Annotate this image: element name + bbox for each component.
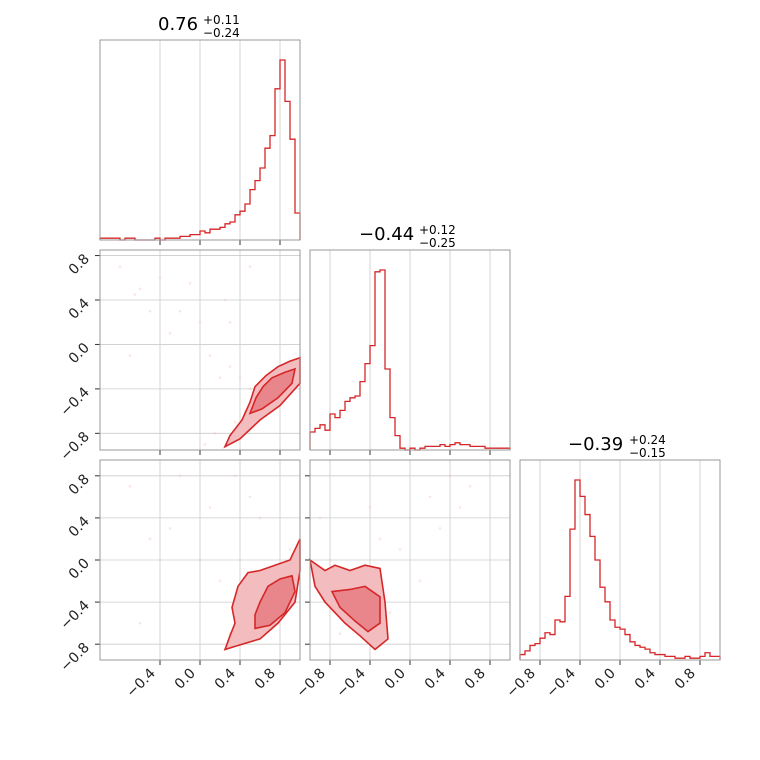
hist-p3-frame: [519, 459, 721, 661]
joint-p2-p3-xtick-label: 0.4: [422, 665, 449, 692]
joint-p1-p2-scatter-point: [188, 281, 192, 285]
joint-p2-p3-xtick-label: 0.8: [462, 666, 489, 693]
histogram-p2-panel: [309, 249, 511, 455]
hist-p3-xtick-label: 0.4: [632, 665, 659, 692]
joint-p2-p3-scatter-point: [408, 516, 412, 520]
joint-p1-p3-scatter-point: [128, 484, 132, 488]
title-p1: 0.76: [158, 14, 198, 35]
joint-p2-p3-scatter-point: [388, 611, 392, 615]
joint-p2-p3-scatter-point: [468, 484, 472, 488]
joint-p1-p2-scatter-point: [228, 365, 232, 369]
joint-p2-p3-xtick-label: −0.4: [333, 665, 368, 700]
joint-p1-p2-scatter-point: [178, 309, 182, 313]
joint-p2-p3-panel: −0.8 −0.4 0.0 0.4 0.8: [293, 459, 511, 701]
joint-p1-p3-scatter-point: [248, 495, 252, 499]
joint-p1-p2-scatter-point: [138, 287, 142, 291]
joint-p1-p2-scatter-point: [198, 320, 202, 324]
joint-p1-p3-scatter-point: [178, 474, 182, 478]
joint-p1-p2-contour-inner: [248, 367, 297, 415]
joint-p1-p3-scatter-point: [218, 579, 222, 583]
joint-p2-p3-scatter-point: [398, 548, 402, 551]
joint-p1-p3-scatter-point: [208, 505, 212, 509]
joint-p2-p3-contour-inner: [330, 585, 381, 633]
joint-p1-p3-scatter-point: [148, 537, 152, 541]
joint-p1-p2-scatter-point: [233, 420, 237, 424]
joint-p1-p3-contour-outer: [223, 538, 301, 651]
joint-p1-p2-ytick-label: −0.4: [57, 384, 92, 419]
joint-p1-p2-scatter-point: [168, 331, 172, 335]
joint-p2-p3-scatter-point: [438, 527, 442, 530]
joint-p1-p3-ytick-label: 0.4: [66, 513, 93, 540]
joint-p1-p3-scatter-point: [198, 558, 202, 562]
title-p1-minus: −0.24: [203, 26, 240, 40]
joint-p1-p2-panel: −0.8 −0.4 0.0 0.4 0.8: [57, 249, 301, 464]
joint-p1-p3-xtick-label: 0.0: [172, 666, 199, 693]
joint-p2-p3-scatter-point: [368, 505, 372, 509]
hist-p3-xtick-label: −0.4: [543, 665, 578, 700]
histogram-p1-panel: [99, 39, 301, 245]
joint-p1-p3-xtick-label: −0.4: [123, 665, 158, 700]
joint-p1-p2-scatter-point: [223, 298, 227, 302]
joint-p1-p2-scatter-point: [133, 293, 137, 296]
joint-p2-p3-scatter-point: [378, 537, 382, 541]
joint-p1-p3-scatter-point: [168, 527, 172, 530]
title-p2-plus: +0.12: [419, 223, 456, 237]
joint-p1-p3-contour-inner: [254, 574, 296, 630]
joint-p1-p2-ytick-label: −0.8: [57, 429, 92, 464]
joint-p1-p2-scatter-point: [238, 376, 242, 380]
joint-p1-p3-ytick-label: −0.4: [57, 598, 92, 633]
hist-p2-histogram-line: [309, 269, 511, 451]
title-p2: −0.44: [359, 224, 414, 245]
joint-p1-p2-scatter-point: [118, 265, 122, 269]
joint-p1-p2-scatter-point: [208, 354, 212, 357]
joint-p1-p2-scatter-point: [148, 309, 152, 313]
hist-p3-xtick-label: −0.8: [503, 666, 538, 701]
title-p3: −0.39: [568, 434, 623, 455]
joint-p1-p3-scatter-point: [138, 621, 142, 625]
joint-p2-p3-scatter-point: [318, 516, 322, 520]
hist-p3-xtick-label: 0.8: [672, 666, 699, 693]
joint-p1-p2-scatter-point: [218, 376, 222, 380]
joint-p2-p3-scatter-point: [448, 474, 452, 478]
joint-p1-p2-ytick-label: 0.4: [66, 295, 93, 322]
joint-p1-p3-ytick-label: 0.8: [66, 471, 93, 498]
title-p1-plus: +0.11: [203, 13, 240, 27]
joint-p1-p2-scatter-point: [248, 387, 252, 391]
joint-p1-p2-frame: [99, 249, 301, 451]
joint-p1-p3-panel: −0.4 0.0 0.4 0.8 −0.8 −0.4 0.0 0.4 0.8: [57, 459, 301, 701]
joint-p1-p2-ytick-label: 0.8: [66, 251, 93, 278]
title-p3-plus: +0.24: [629, 433, 666, 447]
joint-p2-p3-scatter-point: [328, 558, 332, 562]
hist-p1-frame: [99, 39, 301, 241]
joint-p1-p3-xtick-label: 0.8: [252, 666, 279, 693]
joint-p2-p3-xtick-label: 0.0: [382, 666, 409, 693]
joint-p2-p3-frame: [309, 459, 511, 661]
joint-p1-p2-scatter-point: [248, 265, 252, 269]
joint-p2-p3-scatter-point: [338, 632, 342, 636]
joint-p1-p2-scatter-point: [203, 443, 207, 446]
joint-p1-p2-scatter-point: [128, 354, 132, 357]
joint-p1-p3-xtick-label: 0.4: [212, 665, 239, 692]
joint-p1-p3-frame: [99, 459, 301, 661]
title-p2-minus: −0.25: [419, 236, 456, 250]
histogram-p3-panel: −0.8 −0.4 0.0 0.4 0.8: [503, 459, 721, 701]
joint-p1-p3-ytick-label: 0.0: [66, 556, 93, 583]
hist-p3-histogram-line: [519, 479, 721, 660]
joint-p2-p3-scatter-point: [458, 505, 462, 509]
joint-p1-p2-scatter-point: [158, 276, 162, 280]
hist-p3-xtick-label: 0.0: [592, 666, 619, 693]
joint-p1-p3-scatter-point: [258, 516, 262, 520]
joint-p1-p3-ytick-label: −0.8: [57, 640, 92, 675]
joint-p1-p3-scatter-point: [233, 474, 237, 478]
joint-p1-p3-scatter-point: [288, 548, 292, 551]
joint-p1-p2-ytick-label: 0.0: [66, 340, 93, 367]
joint-p2-p3-xtick-label: −0.8: [293, 666, 328, 701]
hist-p2-frame: [309, 249, 511, 451]
title-p3-minus: −0.15: [629, 446, 666, 460]
joint-p2-p3-scatter-point: [418, 579, 422, 583]
joint-p1-p2-scatter-point: [213, 431, 217, 435]
joint-p1-p2-scatter-point: [228, 320, 232, 324]
joint-p2-p3-scatter-point: [428, 495, 432, 499]
